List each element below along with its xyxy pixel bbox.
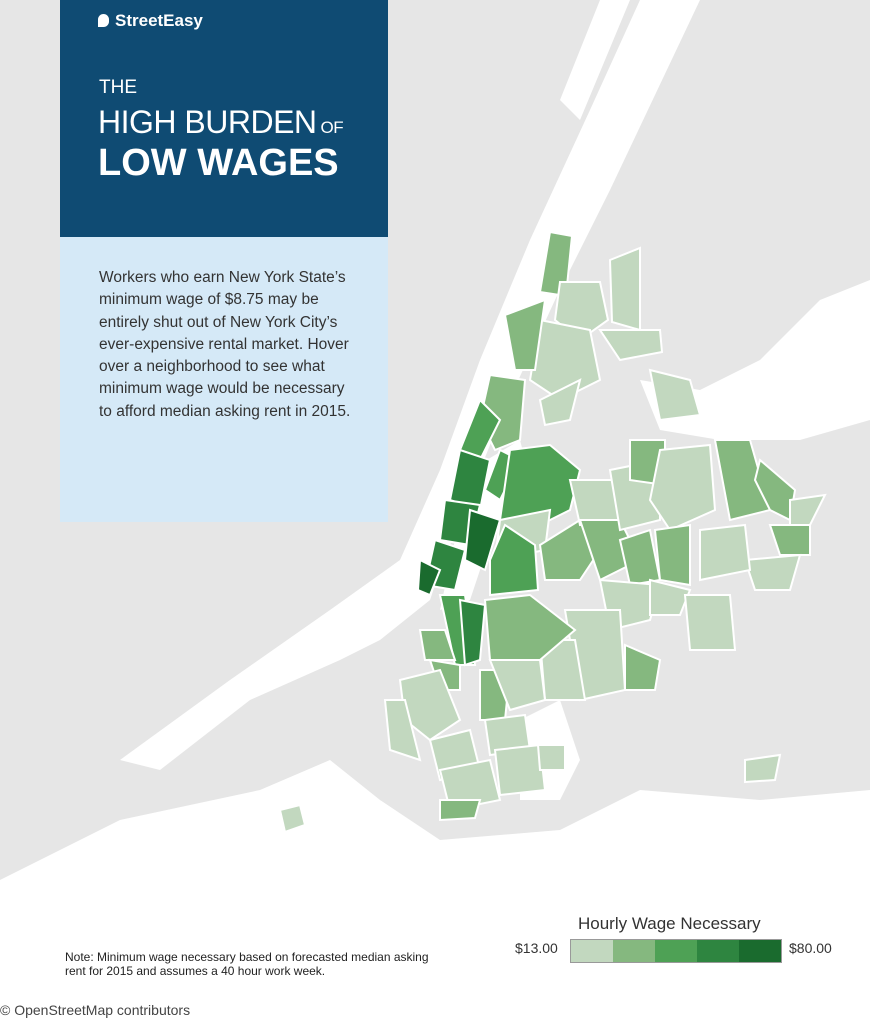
title-line: LOW WAGES [98, 142, 339, 184]
note: Note: Minimum wage necessary based on fo… [65, 950, 429, 978]
neighborhoods [278, 230, 827, 834]
header: StreetEasy THE HIGH BURDEN OF LOW WAGES [60, 0, 388, 237]
attribution: © OpenStreetMap contributors [0, 1002, 191, 1018]
legend-swatch [655, 940, 697, 962]
logo[interactable]: StreetEasy [98, 11, 203, 31]
title-text: HIGH BURDEN [98, 104, 317, 140]
title-line: THE [99, 77, 137, 98]
legend-swatch [697, 940, 739, 962]
legend-swatch [571, 940, 613, 962]
title-line: HIGH BURDEN OF [98, 104, 344, 141]
legend-min: $13.00 [515, 940, 558, 956]
legend-swatches [570, 939, 782, 963]
legend-max: $80.00 [789, 940, 832, 956]
legend-swatch [613, 940, 655, 962]
legend-title: Hourly Wage Necessary [578, 914, 761, 933]
title-small: OF [320, 118, 344, 137]
description: Workers who earn New York State’s minimu… [99, 269, 351, 420]
legend-swatch [739, 940, 781, 962]
description-box: Workers who earn New York State’s minimu… [60, 237, 388, 522]
